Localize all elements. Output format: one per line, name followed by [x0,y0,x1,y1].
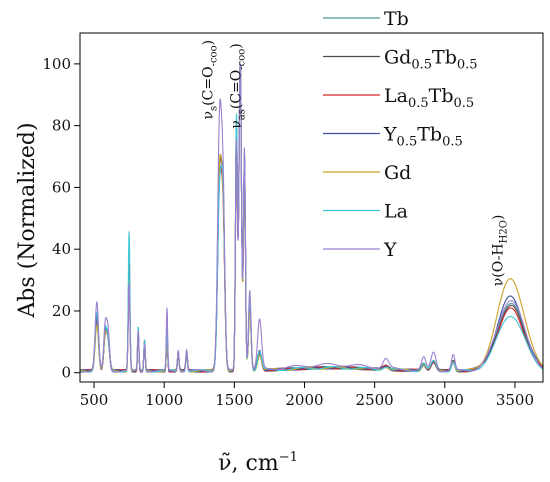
plot-lines [79,63,544,373]
x-tick-label: 1500 [215,391,253,409]
legend-base: Gd [384,162,411,184]
annotation-mid: (C=O [228,70,244,109]
series-line-la [79,63,544,373]
legend-label: Y [383,239,397,261]
annotation-sub: as [236,109,247,120]
annotation-suffix: ) [491,215,507,220]
legend-label: Tb [384,8,409,30]
legend-sub2: 0.5 [453,96,474,111]
x-tick-label: 1000 [145,391,183,409]
annotation-prefix: ν [200,111,216,120]
legend-base: La [384,201,408,223]
series-line-y [79,63,544,373]
x-tick-label: 3000 [426,391,464,409]
x-tick-label: 2500 [356,391,394,409]
annotations: νs(C=O-coo)νas(C=O-coo)ν(O-HH2O) [200,40,509,286]
annotation-mid: (C=O [200,66,216,105]
y-tick-label: 80 [52,117,71,135]
legend-base: Y [383,239,397,261]
annotation-suffix: ) [228,43,244,48]
y-tick-label: 100 [42,55,71,73]
annotation-nu-oh: ν(O-HH2O) [491,215,510,287]
y-tick-label: 40 [52,240,71,258]
legend-base: Y [383,124,397,146]
x-tick-label: 2000 [285,391,323,409]
legend-label: La0.5Tb0.5 [384,85,474,111]
annotation-prefix: ν(O-H [491,243,507,286]
annotation-suffix: ) [200,40,216,45]
legend-mid: Tb [417,124,442,146]
x-tick-label: 500 [80,391,109,409]
x-axis-title: ν̃, cm−1 [218,450,298,476]
legend-sub1: 0.5 [411,58,432,73]
annotation-sub2: -coo [208,45,219,66]
y-tick-label: 20 [52,302,71,320]
legend-base: Gd [384,47,411,69]
y-tick-label: 0 [61,364,71,382]
legend-label: La [384,201,408,223]
legend-sub2: 0.5 [442,135,463,150]
legend-label: Gd0.5Tb0.5 [384,47,478,73]
legend-sub1: 0.5 [408,96,429,111]
annotation-sub: H2O [499,220,510,243]
legend-sub2: 0.5 [457,58,478,73]
x-tick-label: 3500 [496,391,534,409]
legend-label: Gd [384,162,411,184]
y-tick-label: 60 [52,178,71,196]
legend-mid: Tb [432,47,457,69]
y-axis-title: Abs (Normalized) [15,122,40,318]
annotation-sub: s [208,106,219,111]
legend-base: Tb [384,8,409,30]
plot-frame [79,32,544,383]
annotation-nu-as: νas(C=O-coo) [228,43,247,129]
annotation-sub2: -coo [236,49,247,70]
legend-sub1: 0.5 [397,135,418,150]
legend-base: La [384,85,408,107]
axes: 500 1000 1500 2000 2500 3000 3500 0 20 40 60 80 100 [42,32,544,409]
annotation-nu-s: νs(C=O-coo) [200,40,219,120]
annotation-prefix: ν [228,120,244,129]
legend-mid: Tb [429,85,454,107]
legend-label: Y0.5Tb0.5 [383,124,463,150]
